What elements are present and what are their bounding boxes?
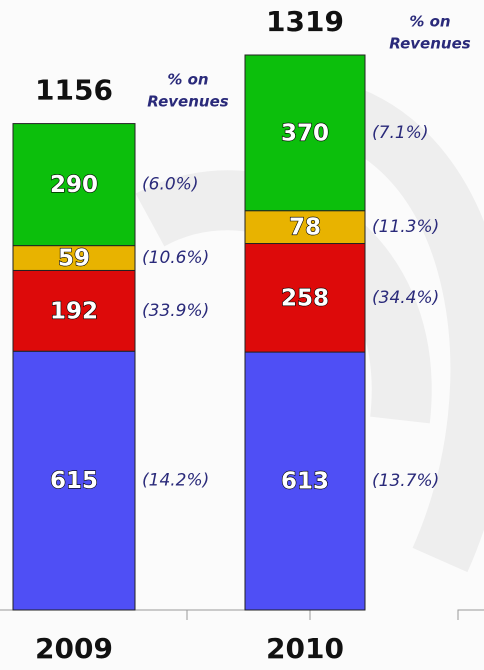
percent-label: (7.1%) [372,123,428,143]
bar-segment [12,269,136,352]
percent-label: (33.9%) [142,301,209,321]
bar-segment [244,54,366,212]
percent-label: (6.0%) [142,175,198,195]
percent-label: (34.4%) [372,288,439,308]
swoosh [321,81,484,573]
note-line: % on [409,13,450,31]
axis-line [457,609,484,620]
percent-label: (10.6%) [142,248,209,268]
bar-segment [244,243,366,353]
percent-label: (14.2%) [142,471,209,491]
total-label: 1156 [35,74,113,107]
note-line: % on [167,71,208,89]
segment-label: 78 [289,215,321,241]
x-tick-label: 2010 [266,632,344,665]
segment-label: 290 [50,172,98,198]
total-label: 1319 [266,5,344,38]
segment-label: 370 [281,120,329,146]
note-line: Revenues [389,35,470,53]
bar-segment [12,123,136,247]
segment-label: 258 [281,285,329,311]
bar-segment [244,351,366,611]
x-tick-label: 2009 [35,632,113,665]
segment-label: 615 [50,468,98,494]
segment-label: 59 [58,246,90,272]
segment-label: 613 [281,469,329,495]
bar-segment [12,350,136,611]
segment-label: 192 [50,298,98,324]
percent-label: (11.3%) [372,217,439,237]
percent-label: (13.7%) [372,471,439,491]
note-line: Revenues [147,93,228,111]
